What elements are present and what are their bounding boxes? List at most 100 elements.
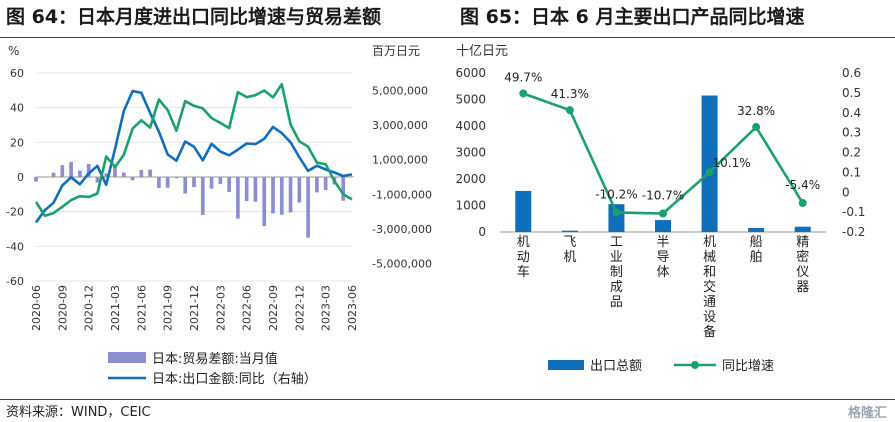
category-label-char: 船 [750,235,763,250]
left-tick-label: 5000 [455,93,486,107]
trade-balance-bar [174,177,179,179]
trade-balance-bar [271,177,275,214]
x-tick-label: 2022-09 [267,285,280,331]
yoy-growth-point [565,106,574,115]
trade-balance-bar [60,165,65,177]
category-label-char: 舶 [750,249,763,265]
right-tick-label: -5,000,000 [372,258,432,271]
trade-balance-bar [51,172,56,177]
right-tick-label: -0.2 [842,225,865,239]
category-label-char: 械 [703,250,716,265]
trade-balance-bar [69,161,73,177]
trade-balance-bar [297,177,302,203]
trade-balance-bar [121,172,126,177]
x-tick-label: 2023-06 [346,285,359,331]
category-label-char: 品 [610,295,623,310]
trade-balance-bar [157,177,161,188]
trade-balance-bar [139,170,144,177]
yoy-growth-point [519,89,528,98]
trade-balance-bar [209,177,214,189]
category-label-char: 成 [610,280,623,295]
right-tick-label: 0.1 [842,165,861,179]
trade-balance-bar [192,177,196,188]
trade-balance-bar [34,177,38,182]
x-tick-label: 2022-06 [241,285,254,331]
category-label-char: 仪 [796,265,809,280]
yoy-growth-point [705,168,714,177]
x-tick-label: 2020-06 [30,285,43,331]
right-tick-label: 0.5 [842,86,861,100]
category-label-char: 机 [563,250,576,265]
export-total-bar [515,190,532,232]
trade-balance-bar [253,177,258,202]
trade-balance-bar [78,170,82,177]
legend-label: 同比增速 [722,359,774,374]
category-label-char: 飞 [563,235,576,250]
category-label-char: 业 [610,250,623,265]
right-tick-label: 0.4 [842,106,861,120]
legend-swatch-marker [691,361,699,369]
trade-balance-bar [236,177,240,219]
left-tick-label: 1000 [455,199,486,213]
export-yoy-line [34,89,353,224]
trade-balance-bar [104,173,109,177]
category-label-char: 备 [703,324,716,340]
yoy-growth-point [612,208,621,217]
right-tick-label: 1,000,000 [372,154,428,167]
watermark-logo: 格隆汇 [847,406,887,421]
right-tick-label: 5,000,000 [372,84,428,97]
footer-rule [0,399,895,400]
x-tick-label: 2021-03 [109,285,122,331]
category-label-char: 体 [656,265,669,280]
right-tick-label: 0.3 [842,126,861,140]
left-tick-label: 6000 [455,66,486,80]
legend-swatch-bar [108,352,146,363]
category-label-char: 精 [796,235,809,250]
trade-balance-bar [315,177,319,193]
yoy-growth-point [659,209,667,218]
right-tick-label: 0.2 [842,146,861,160]
category-label-char: 和 [703,265,716,280]
data-label: -10.7% [642,189,684,203]
header-rule [0,37,895,38]
category-label-char: 工 [610,235,623,250]
trade-balance-bar [279,177,284,215]
trade-balance-bar [341,177,346,201]
trade-balance-bar [183,177,188,194]
left-tick-label: 2000 [455,172,486,186]
trade-balance-bar [200,177,205,215]
x-tick-label: 2023-03 [320,285,333,331]
legend-label: 日本:贸易差额:当月值 [152,351,278,367]
export-total-bar [701,95,718,233]
source-note: 资料来源：WIND，CEIC [6,405,151,420]
left-axis-unit: 十亿日元 [456,44,508,59]
left-axis-unit: % [8,44,19,58]
legend-swatch-bar [548,360,584,370]
trade-balance-bar [227,177,231,192]
export-total-bar [794,226,811,232]
x-tick-label: 2020-09 [56,285,69,331]
category-label-char: 设 [703,310,716,325]
left-tick-label: 40 [10,102,24,115]
import-yoy-line [34,82,353,217]
export-total-bar [748,228,765,232]
category-label-char: 车 [517,264,530,280]
right-tick-label: -1,000,000 [372,188,432,201]
left-tick-label: 0 [17,171,24,184]
category-label-char: 机 [703,235,716,250]
data-label: -10.2% [595,188,637,202]
left-tick-label: 20 [10,136,24,149]
trade-balance-bar [130,177,135,181]
trade-balance-bar [288,177,293,213]
right-tick-label: 3,000,000 [372,119,428,132]
export-total-bar [655,220,671,232]
x-tick-label: 2022-03 [214,285,227,331]
data-label: -5.4% [785,178,820,192]
right-tick-label: 0 [842,185,850,199]
legend-label: 日本:出口金额:同比（右轴） [152,371,317,387]
data-label: 10.1% [713,156,751,170]
category-label-char: 半 [656,235,669,250]
category-label-char: 器 [796,280,809,295]
left-tick-label: 60 [10,67,24,80]
right-tick-label: 0.6 [842,66,861,80]
